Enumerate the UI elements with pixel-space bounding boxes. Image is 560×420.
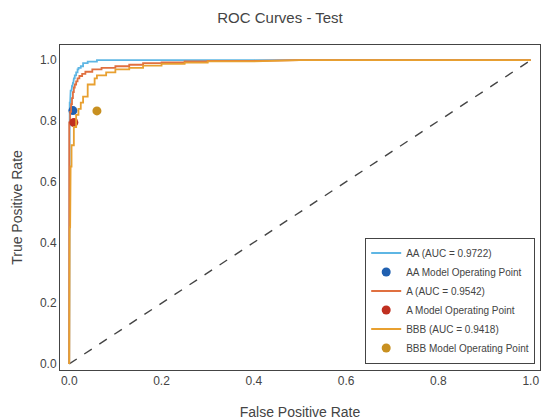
svg-text:AA Model Operating Point: AA Model Operating Point [406, 267, 521, 278]
svg-text:0.2: 0.2 [40, 296, 57, 310]
svg-text:0.2: 0.2 [153, 374, 170, 388]
svg-text:0.6: 0.6 [40, 175, 57, 189]
svg-text:0.0: 0.0 [40, 357, 57, 371]
svg-text:0.4: 0.4 [40, 236, 57, 250]
svg-text:1.0: 1.0 [522, 374, 539, 388]
svg-text:0.6: 0.6 [338, 374, 355, 388]
svg-text:0.8: 0.8 [430, 374, 447, 388]
svg-text:0.4: 0.4 [246, 374, 263, 388]
svg-text:False Positive Rate: False Positive Rate [240, 404, 361, 420]
svg-text:True Positive Rate: True Positive Rate [9, 150, 25, 265]
svg-text:0.0: 0.0 [61, 374, 78, 388]
svg-text:A (AUC = 0.9542): A (AUC = 0.9542) [406, 286, 485, 297]
svg-text:A Model Operating Point: A Model Operating Point [406, 305, 515, 316]
svg-text:1.0: 1.0 [40, 53, 57, 67]
svg-text:BBB (AUC = 0.9418): BBB (AUC = 0.9418) [406, 324, 499, 335]
svg-text:AA (AUC = 0.9722): AA (AUC = 0.9722) [406, 248, 491, 259]
svg-text:ROC Curves - Test: ROC Curves - Test [217, 9, 343, 26]
svg-text:0.8: 0.8 [40, 114, 57, 128]
svg-text:BBB Model Operating Point: BBB Model Operating Point [406, 343, 529, 354]
